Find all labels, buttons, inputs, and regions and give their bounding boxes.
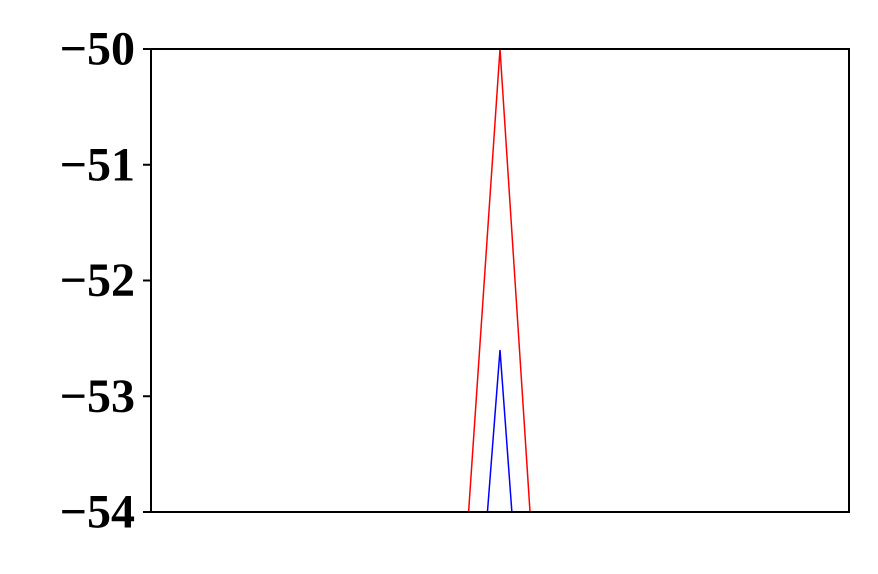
y-tick-label: −52 (60, 254, 135, 307)
plot-frame (150, 48, 850, 513)
axis-layer: −50 −51 −52 −53 −54 (60, 23, 850, 539)
y-tick-label: −53 (60, 370, 135, 423)
y-tick-label: −51 (60, 138, 135, 191)
series-layer (467, 49, 531, 512)
y-tick-label: −50 (60, 23, 135, 76)
series-line-1 (467, 49, 531, 512)
y-tick-label: −54 (60, 486, 135, 539)
series-line-2 (486, 349, 513, 512)
